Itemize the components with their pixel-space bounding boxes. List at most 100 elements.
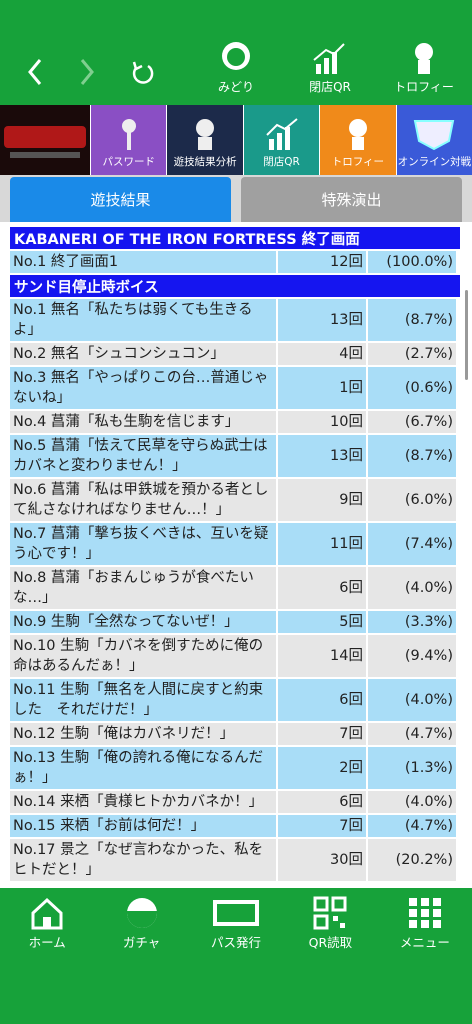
count: 6回 xyxy=(278,791,366,813)
foot-menu[interactable]: メニュー xyxy=(378,888,472,1024)
foot-label: QR読取 xyxy=(308,935,353,950)
count: 6回 xyxy=(278,567,366,609)
percent: (0.6%) xyxy=(368,367,456,409)
percent: (20.2%) xyxy=(368,839,456,881)
percent: (1.3%) xyxy=(368,747,456,789)
item-name: No.5 菖蒲「怯えて民草を守らぬ武士はカバネと変わりません！」 xyxy=(10,435,276,477)
tile-label: 閉店QR xyxy=(263,156,300,168)
nav-label: 閉店QR xyxy=(309,80,351,94)
foot-label: ホーム xyxy=(28,935,66,950)
result-row[interactable]: No.11 生駒「無名を人間に戻すと約束した それだけだ！」 6回 (4.0%) xyxy=(10,679,460,721)
percent: (7.4%) xyxy=(368,523,456,565)
result-row[interactable]: No.17 景之「なぜ言わなかった、私をヒトだと！」 30回 (20.2%) xyxy=(10,839,460,881)
tile-label: 遊技結果分析 xyxy=(173,156,237,168)
result-row[interactable]: No.1 無名「私たちは弱くても生きるよ」 13回 (8.7%) xyxy=(10,299,460,341)
count: 30回 xyxy=(278,839,366,881)
nav-qr[interactable]: 閉店QR xyxy=(290,40,370,95)
percent: (2.7%) xyxy=(368,343,456,365)
item-name: No.13 生駒「俺の誇れる俺になるんだぁ！」 xyxy=(10,747,276,789)
result-row[interactable]: No.12 生駒「俺はカバネリだ！」 7回 (4.7%) xyxy=(10,723,460,745)
result-row[interactable]: No.4 菖蒲「私も生駒を信じます」 10回 (6.7%) xyxy=(10,411,460,433)
count: 4回 xyxy=(278,343,366,365)
percent: (4.0%) xyxy=(368,679,456,721)
percent: (4.0%) xyxy=(368,567,456,609)
count: 10回 xyxy=(278,411,366,433)
foot-label: メニュー xyxy=(399,935,450,950)
result-row[interactable]: No.7 菖蒲「撃ち抜くべきは、互いを疑う心です！」 11回 (7.4%) xyxy=(10,523,460,565)
percent: (6.7%) xyxy=(368,411,456,433)
result-row[interactable]: No.15 来栖「お前は何だ！」 7回 (4.7%) xyxy=(10,815,460,837)
percent: (8.7%) xyxy=(368,299,456,341)
item-name: No.4 菖蒲「私も生駒を信じます」 xyxy=(10,411,276,433)
result-list: KABANERI OF THE IRON FORTRESS 終了画面 No.1 終… xyxy=(0,222,472,888)
result-row[interactable]: No.5 菖蒲「怯えて民草を守らぬ武士はカバネと変わりません！」 13回 (8.7%… xyxy=(10,435,460,477)
section-header: サンド目停止時ボイス xyxy=(10,275,460,297)
result-row[interactable]: No.6 菖蒲「私は甲鉄城を預かる者として糺さなければなりません…！」 9回 (6.… xyxy=(10,479,460,521)
scrollbar xyxy=(465,290,468,380)
tile-analysis[interactable]: 遊技結果分析 xyxy=(166,105,243,175)
count: 6回 xyxy=(278,679,366,721)
item-name: No.10 生駒「カバネを倒すために俺の命はあるんだぁ！」 xyxy=(10,635,276,677)
result-row[interactable]: No.14 来栖「貴様ヒトかカバネか！」 6回 (4.0%) xyxy=(10,791,460,813)
count: 13回 xyxy=(278,435,366,477)
result-row[interactable]: No.1 終了画面1 12回 (100.0%) xyxy=(10,251,460,273)
result-row[interactable]: No.9 生駒「全然なってないぜ！」 5回 (3.3%) xyxy=(10,611,460,633)
nav-arrows xyxy=(28,59,154,85)
count: 12回 xyxy=(278,251,366,273)
foot-qr[interactable]: QR読取 xyxy=(283,888,377,1024)
tile-label: トロフィー xyxy=(331,156,385,168)
count: 2回 xyxy=(278,747,366,789)
nav-label: みどり xyxy=(217,80,254,94)
foot-label: パス発行 xyxy=(211,935,262,950)
item-name: No.3 無名「やっぱりこの台…普通じゃないね」 xyxy=(10,367,276,409)
percent: (9.4%) xyxy=(368,635,456,677)
item-name: No.1 無名「私たちは弱くても生きるよ」 xyxy=(10,299,276,341)
count: 7回 xyxy=(278,815,366,837)
header: みどり 閉店QR トロフィー xyxy=(0,0,472,105)
count: 7回 xyxy=(278,723,366,745)
item-name: No.7 菖蒲「撃ち抜くべきは、互いを疑う心です！」 xyxy=(10,523,276,565)
count: 14回 xyxy=(278,635,366,677)
result-row[interactable]: No.3 無名「やっぱりこの台…普通じゃないね」 1回 (0.6%) xyxy=(10,367,460,409)
result-row[interactable]: No.8 菖蒲「おまんじゅうが食べたいな…」 6回 (4.0%) xyxy=(10,567,460,609)
tabs: 遊技結果 特殊演出 xyxy=(0,175,472,222)
tile-label: オンライン対戦 xyxy=(397,156,472,168)
tile-online[interactable]: オンライン対戦 xyxy=(395,105,472,175)
result-row[interactable]: No.10 生駒「カバネを倒すために俺の命はあるんだぁ！」 14回 (9.4%) xyxy=(10,635,460,677)
tab-active[interactable]: 遊技結果 xyxy=(10,177,231,222)
menu: パスワード 遊技結果分析 閉店QR トロフィー オンライン対戦 xyxy=(0,105,472,175)
tab[interactable]: 特殊演出 xyxy=(241,177,462,222)
percent: (4.7%) xyxy=(368,723,456,745)
item-name: No.9 生駒「全然なってないぜ！」 xyxy=(10,611,276,633)
nav-midori[interactable]: みどり xyxy=(196,40,276,95)
nav-trophy[interactable]: トロフィー xyxy=(384,40,464,95)
item-name: No.1 終了画面1 xyxy=(10,251,276,273)
count: 11回 xyxy=(278,523,366,565)
footer: ホーム ガチャ パス発行 QR読取 メニュー xyxy=(0,888,472,1024)
count: 13回 xyxy=(278,299,366,341)
count: 5回 xyxy=(278,611,366,633)
percent: (4.0%) xyxy=(368,791,456,813)
tile-trophy[interactable]: トロフィー xyxy=(319,105,396,175)
percent: (4.7%) xyxy=(368,815,456,837)
nav-label: トロフィー xyxy=(394,80,454,94)
foot-gacha[interactable]: ガチャ xyxy=(94,888,188,1024)
percent: (8.7%) xyxy=(368,435,456,477)
count: 9回 xyxy=(278,479,366,521)
item-name: No.2 無名「シュコンシュコン」 xyxy=(10,343,276,365)
foot-label: ガチャ xyxy=(122,935,161,950)
foot-pass[interactable]: パス発行 xyxy=(189,888,283,1024)
result-row[interactable]: No.2 無名「シュコンシュコン」 4回 (2.7%) xyxy=(10,343,460,365)
item-name: No.8 菖蒲「おまんじゅうが食べたいな…」 xyxy=(10,567,276,609)
tile-qr[interactable]: 閉店QR xyxy=(242,105,320,175)
item-name: No.14 来栖「貴様ヒトかカバネか！」 xyxy=(10,791,276,813)
tile-label: パスワード xyxy=(102,156,155,168)
percent: (6.0%) xyxy=(368,479,456,521)
foot-home[interactable]: ホーム xyxy=(0,888,94,1024)
item-name: No.6 菖蒲「私は甲鉄城を預かる者として糺さなければなりません…！」 xyxy=(10,479,276,521)
tile-password[interactable]: パスワード xyxy=(90,105,167,175)
percent: (100.0%) xyxy=(368,251,456,273)
result-row[interactable]: No.13 生駒「俺の誇れる俺になるんだぁ！」 2回 (1.3%) xyxy=(10,747,460,789)
item-name: No.17 景之「なぜ言わなかった、私をヒトだと！」 xyxy=(10,839,276,881)
